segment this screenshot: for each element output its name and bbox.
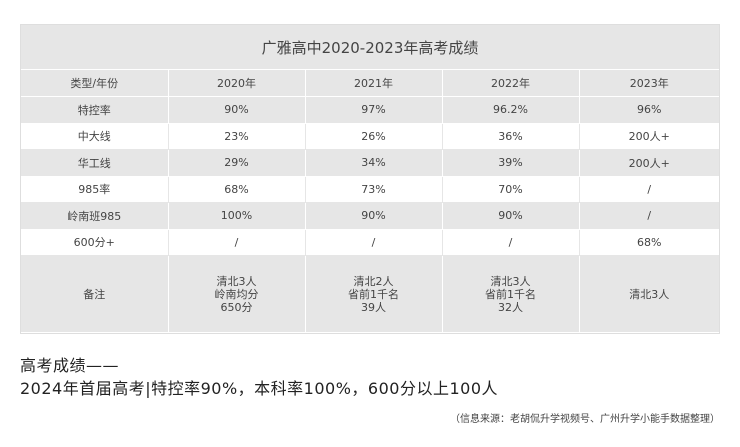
table-cell: 39%	[442, 149, 580, 177]
note-line: 省前1千名	[485, 287, 536, 301]
note-cell-2023: 清北3人	[579, 255, 719, 333]
table-row: 特控率 90% 97% 96.2% 96%	[21, 96, 719, 124]
note-line: 39人	[361, 300, 386, 314]
header-cell-2023: 2023年	[579, 70, 719, 97]
table-cell: 200人+	[579, 123, 719, 150]
table-cell: 73%	[305, 176, 443, 203]
results-table: 类型/年份 2020年 2021年 2022年 2023年 特控率 90% 97…	[21, 70, 719, 333]
table-cell: 100%	[168, 202, 306, 230]
header-cell-2022: 2022年	[442, 70, 580, 97]
table-cell: 90%	[168, 96, 306, 124]
row-label: 特控率	[21, 96, 169, 124]
note-line: 清北3人	[490, 274, 531, 288]
note-line: 岭南均分	[214, 287, 259, 301]
note-line: 650分	[220, 300, 253, 314]
table-cell: 34%	[305, 149, 443, 177]
table-row: 岭南班985 100% 90% 90% /	[21, 202, 719, 230]
table-cell: 23%	[168, 123, 306, 150]
table-cell: 36%	[442, 123, 580, 150]
header-cell-2021: 2021年	[305, 70, 443, 97]
results-table-card: 广雅高中2020-2023年高考成绩 类型/年份 2020年 2021年 202…	[20, 24, 720, 334]
table-cell: /	[442, 229, 580, 256]
table-title: 广雅高中2020-2023年高考成绩	[21, 25, 719, 70]
table-cell: 96.2%	[442, 96, 580, 124]
table-cell: 200人+	[579, 149, 719, 177]
note-line: 清北3人	[216, 274, 257, 288]
table-cell: 26%	[305, 123, 443, 150]
table-cell: 90%	[442, 202, 580, 230]
table-row: 中大线 23% 26% 36% 200人+	[21, 123, 719, 150]
headline-summary: 2024年首届高考|特控率90%，本科率100%，600分以上100人	[20, 379, 498, 398]
table-cell: 29%	[168, 149, 306, 177]
table-row: 华工线 29% 34% 39% 200人+	[21, 149, 719, 177]
note-line: 32人	[498, 300, 523, 314]
note-label: 备注	[21, 255, 169, 333]
table-header-row: 类型/年份 2020年 2021年 2022年 2023年	[21, 70, 719, 97]
row-label: 岭南班985	[21, 202, 169, 230]
header-cell-2020: 2020年	[168, 70, 306, 97]
note-line: 清北2人	[353, 274, 394, 288]
note-cell-2021: 清北2人 省前1千名 39人	[305, 255, 443, 333]
row-label: 600分+	[21, 229, 169, 256]
table-cell: 68%	[168, 176, 306, 203]
table-cell: /	[579, 202, 719, 230]
note-line: 清北3人	[629, 287, 670, 301]
table-cell: 70%	[442, 176, 580, 203]
table-cell: 68%	[579, 229, 719, 256]
table-row: 985率 68% 73% 70% /	[21, 176, 719, 203]
headline-title: 高考成绩——	[20, 356, 120, 375]
note-line: 省前1千名	[348, 287, 399, 301]
row-label: 华工线	[21, 149, 169, 177]
table-cell: /	[305, 229, 443, 256]
table-cell: 96%	[579, 96, 719, 124]
table-row: 600分+ / / / 68%	[21, 229, 719, 256]
note-cell-2020: 清北3人 岭南均分 650分	[168, 255, 306, 333]
header-cell-type: 类型/年份	[21, 70, 169, 97]
table-cell: 97%	[305, 96, 443, 124]
table-cell: /	[168, 229, 306, 256]
source-note: （信息来源：老胡侃升学视频号、广州升学小能手数据整理）	[450, 414, 720, 425]
table-cell: /	[579, 176, 719, 203]
table-cell: 90%	[305, 202, 443, 230]
row-label: 985率	[21, 176, 169, 203]
note-row: 备注 清北3人 岭南均分 650分 清北2人 省前1千名 39人 清北3人 省前…	[21, 255, 719, 333]
row-label: 中大线	[21, 123, 169, 150]
note-cell-2022: 清北3人 省前1千名 32人	[442, 255, 580, 333]
